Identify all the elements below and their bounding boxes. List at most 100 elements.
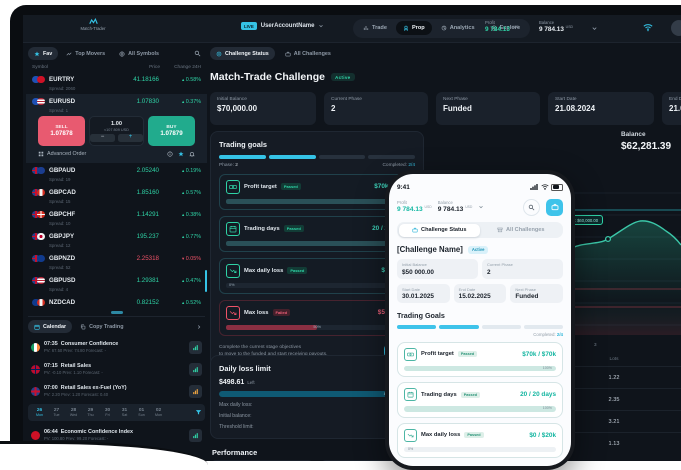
star-icon [34,51,40,56]
symbol-row-gbpusd[interactable]: GBPUSD 1.29381 ▴ 0.47% Spread: 4 [26,273,207,295]
portfolio-button[interactable] [546,198,563,216]
day-27[interactable]: 27 Tue [53,408,60,417]
tab-fav[interactable]: Fav [28,47,59,60]
calendar-event[interactable]: 07:00 Retail Sales ex-Fuel (YoY) PV: 2.20… [26,380,207,402]
symbol-row-gbpaud[interactable]: GBPAUD 2.05240 ▴ 0.19% Spread: 19 [26,163,207,185]
tab-all-challenges[interactable]: All Challenges [480,224,562,237]
symbol-name: GBPJPY [49,233,75,240]
target-icon [216,51,222,56]
volume-control: 1.00 ≈107 809 USD − + [89,116,144,146]
buy-button[interactable]: BUY 1.07879 [148,116,195,146]
scrollbar-thumb[interactable] [204,270,207,292]
sell-button[interactable]: SELL 1.07878 [38,116,85,146]
volume-plus-button[interactable]: + [118,133,143,142]
passed-badge: Passed [460,391,481,398]
event-detail: PV: 100.80 Prev: 99.20 Forecast: - [44,436,109,441]
goal-progress-bar: 100% [404,365,556,371]
chevron-down-icon[interactable] [478,204,484,210]
section-title: Daily loss limit [219,364,271,373]
tab-label: Prop [411,25,425,31]
tab-trade[interactable]: Trade [356,21,394,35]
filter-icon[interactable] [195,409,202,416]
symbol-row-eurusd[interactable]: EURUSD 1.07830 ▴ 0.37% Spread: 1 SELL 1.… [26,94,207,163]
goals-progress-segments [397,325,563,329]
symbol-change: ▴ 0.37% [181,98,201,105]
symbol-row-nzdcad[interactable]: NZDCAD 0.82152 ▴ 0.52% [26,295,207,309]
symbol-spread: Spread: 4 [49,287,69,292]
tab-label: Trade [372,25,387,31]
day-29[interactable]: 29 Thu [87,408,94,417]
day-28[interactable]: 28 Wed [69,408,78,417]
card-next-phase: Next Phase Funded [436,92,540,125]
day-01[interactable]: 01 Sun [138,408,145,417]
card-initial-balance: Initial Balance $70,000.00 [210,92,316,125]
watchlist-sidebar: Fav Top Movers All Symbols Symbol Price … [26,46,207,447]
wifi-icon [540,184,549,190]
tab-calendar[interactable]: Calendar [28,320,73,333]
tab-label: Explore [499,25,521,31]
tab-top-movers[interactable]: Top Movers [60,47,111,60]
goals-title: Trading Goals [397,311,445,320]
bell-icon[interactable] [189,151,195,157]
tab-challenge-status[interactable]: Challenge Status [210,47,275,60]
goal-trading-days: Trading days Passed 20 / 20 days [219,215,415,252]
battery-icon [551,183,563,191]
symbol-spread: Spread: 52 [49,265,71,270]
card-current-phase: Current Phase 2 [324,92,428,125]
info-icon[interactable] [167,150,173,157]
day-02[interactable]: 02 Mon [155,408,162,417]
chevron-down-icon[interactable] [591,25,598,32]
symbol-row-gbpnzd[interactable]: GBPNZD 2.25318 ▾ 0.05% Spread: 52 [26,251,207,273]
flag-pair-eurusd [32,97,46,106]
tab-all-symbols[interactable]: All Symbols [113,47,165,60]
day-30[interactable]: 30 Fri [104,408,111,417]
chevron-right-icon[interactable] [196,324,202,330]
symbol-spread: Spread: 1 [49,108,69,113]
chart-point-marker [604,235,612,243]
account-selector[interactable]: LIVE UserAccountName [241,22,324,30]
calendar-event[interactable]: 07:35 Consumer Confidence PV: 67.50 Prev:… [26,336,207,358]
volume-minus-button[interactable]: − [90,133,115,142]
card-end-date: End Date 21.09.2024 [662,92,681,125]
search-button[interactable] [523,198,540,216]
trend-down-icon [226,263,240,278]
day-26[interactable]: 26 Mon [36,408,43,417]
symbol-change: ▴ 0.77% [181,233,201,240]
profit-value: 9 784.13 USD [485,25,520,34]
advanced-order-button[interactable]: Advanced Order [47,150,87,157]
tab-explore[interactable]: Explore [484,21,528,35]
volume-value[interactable]: 1.00 [111,120,122,127]
passed-badge: Passed [457,351,478,357]
challenge-tabs: Challenge Status All Challenges [210,46,681,61]
briefcase-icon [412,227,418,233]
star-icon[interactable] [178,151,184,157]
tab-prop[interactable]: Prop [395,21,432,35]
passed-badge: Passed [283,225,304,232]
completed-indicator: Completed: 2/4 [382,162,415,168]
search-icon[interactable] [194,50,201,57]
calendar-event[interactable]: 06:44 Economic Confidence Index PV: 100.8… [26,424,207,446]
tab-challenge-status[interactable]: Challenge Status [398,223,480,237]
chevron-down-icon [319,24,324,28]
passed-badge: Passed [280,183,301,190]
symbol-row-eurtry[interactable]: EURTRY 41.18166 ▴ 0.58% Spread: 2060 [26,72,207,94]
card-current-phase: Current Phase 2 [482,259,563,279]
section-title: Trading goals [219,140,268,149]
copy-icon [81,323,86,329]
tab-all-challenges[interactable]: All Challenges [279,47,337,60]
symbol-row-gbpchf[interactable]: GBPCHF 1.14291 ▴ 0.38% Spread: 10 [26,207,207,229]
symbol-row-gbpjpy[interactable]: GBPJPY 195.237 ▴ 0.77% Spread: 12 [26,229,207,251]
symbol-change: ▴ 0.57% [181,189,201,196]
calendar-event[interactable]: 07:15 Retail Sales PV: -0.10 Prev: 1.10 F… [26,358,207,380]
event-title: Retail Sales [60,363,92,369]
tab-copy-trading[interactable]: Copy Trading [74,320,129,333]
pagination-dot[interactable] [110,311,123,314]
symbol-change: ▴ 0.19% [181,167,201,174]
symbol-row-gbpcad[interactable]: GBPCAD 1.85160 ▴ 0.57% Spread: 15 [26,185,207,207]
watchlist-header: Symbol Price Change 24H [32,65,201,70]
day-31[interactable]: 31 Sat [121,408,128,417]
tab-analytics[interactable]: Analytics [434,21,482,35]
avatar[interactable] [671,20,681,36]
flag-ireland-icon [31,342,40,352]
goal-max-daily-loss: Max daily loss Passed $0 / $20k 0% [397,422,563,458]
